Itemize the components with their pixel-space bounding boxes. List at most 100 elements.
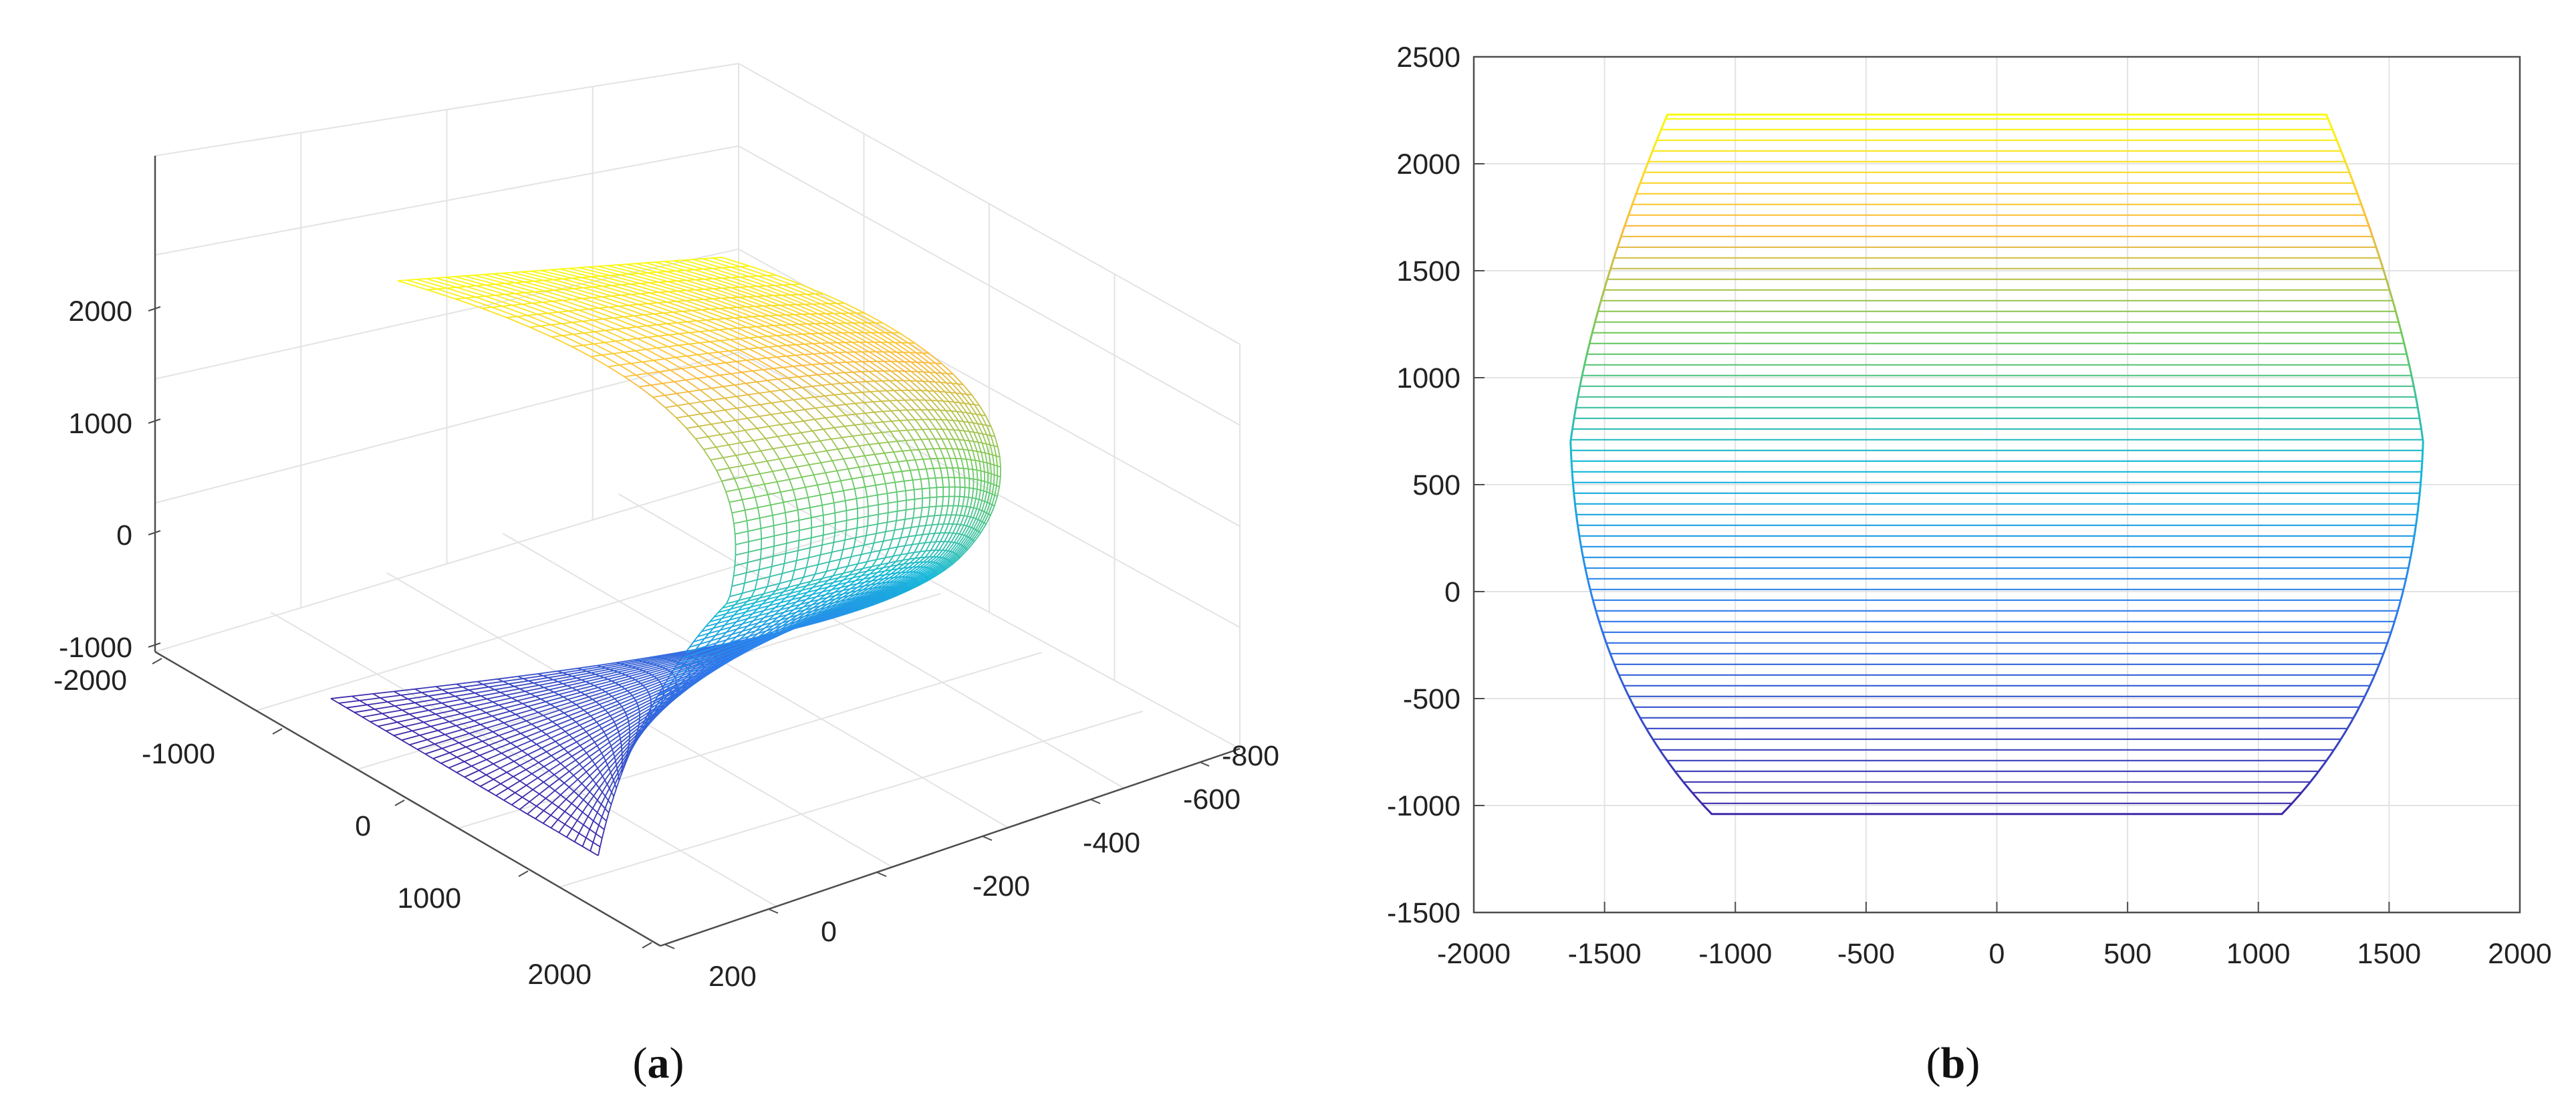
panel-a-mesh-segment: [903, 577, 913, 584]
panel-a-mesh-segment: [959, 549, 969, 558]
panel-a-mesh-segment: [596, 804, 602, 813]
panel-a-mesh-segment: [598, 682, 616, 689]
panel-a-mesh-segment: [800, 432, 809, 443]
panel-a-mesh-segment: [863, 598, 876, 604]
panel-a-mesh-segment: [626, 339, 647, 350]
panel-a-mesh-segment: [462, 723, 481, 731]
panel-a-mesh-segment: [688, 415, 700, 427]
panel-a-mesh-segment: [419, 729, 438, 736]
panel-a-mesh-segment: [703, 268, 732, 279]
panel-a-mesh-segment: [963, 506, 968, 516]
panel-a-mesh-segment: [573, 783, 583, 792]
panel-a-mesh-segment: [702, 658, 718, 665]
panel-a-mesh-segment: [893, 390, 906, 401]
panel-a-mesh-segment: [568, 779, 578, 788]
panel-a-mesh-segment: [970, 459, 974, 470]
panel-a-mesh-segment: [872, 592, 883, 598]
panel-a-mesh-segment: [511, 796, 523, 806]
panel-a-mesh-segment: [688, 641, 694, 648]
panel-a-mesh-segment: [948, 515, 952, 525]
panel-a-mesh-segment: [777, 378, 792, 390]
panel-a-mesh-segment: [455, 298, 483, 309]
panel-a-mesh-segment: [621, 294, 648, 305]
panel-a-mesh-segment: [783, 284, 807, 295]
panel-a-mesh-segment: [551, 324, 573, 335]
panel-a-mesh-segment: [650, 704, 661, 712]
panel-a-mesh-segment: [918, 556, 926, 563]
panel-a-mesh-segment: [936, 568, 945, 575]
panel-a-mesh-segment: [815, 323, 835, 334]
panel-a-mesh-segment: [647, 372, 663, 384]
panel-a-mesh-segment: [514, 682, 534, 687]
panel-a-mesh-segment: [799, 577, 805, 585]
panel-a-mesh-segment: [926, 562, 934, 568]
panel-a-mesh-segment: [747, 326, 768, 337]
panel-a-mesh-segment: [519, 801, 530, 810]
panel-a-mesh-segment: [567, 745, 581, 753]
panel-a-mesh-segment: [960, 515, 965, 525]
panel-a-mesh-segment: [497, 713, 516, 721]
panel-a-mesh-segment: [533, 679, 553, 684]
panel-a-mesh-segment: [928, 428, 936, 440]
panel-a-mesh-segment: [791, 283, 815, 295]
panel-a-mesh-segment: [773, 525, 775, 536]
panel-a-mesh-segment: [592, 320, 616, 330]
panel-a-mesh-segment: [614, 715, 627, 723]
panel-a-mesh-segment: [908, 527, 912, 537]
panel-a-mesh-segment: [688, 672, 702, 680]
panel-a-mesh-segment: [927, 390, 938, 402]
panel-a-mesh-segment: [421, 702, 442, 707]
panel-a-wall-gridline: [154, 248, 1241, 527]
panel-a-mesh-segment: [941, 439, 947, 449]
panel-a-mesh-segment: [461, 695, 481, 701]
panel-a-mesh-segment: [878, 574, 886, 580]
panel-a-mesh-segment: [977, 442, 982, 453]
panel-a-mesh-segment: [660, 697, 672, 705]
panel-a-mesh-segment: [888, 463, 894, 473]
panel-a-mesh-segment: [868, 591, 879, 598]
panel-a-mesh-segment: [719, 624, 726, 631]
panel-a-mesh-segment: [623, 316, 648, 327]
panel-a-mesh-segment: [736, 361, 753, 372]
panel-a-mesh-segment: [884, 573, 892, 580]
panel-a-mesh-segment: [635, 374, 652, 386]
panel-b-x-ticks: -2000 -1500 -1000 -500 0 500 1000 1500 2000: [1437, 938, 2552, 970]
panel-a-mesh-segment: [820, 462, 826, 473]
panel-a-mesh-segment: [836, 470, 842, 481]
panel-a-mesh-segment: [521, 271, 554, 281]
panel-a-mesh-segment: [914, 429, 922, 440]
panel-a-mesh-segment: [515, 282, 545, 292]
panel-a-mesh-segment: [938, 541, 945, 551]
panel-a-mesh-segment: [947, 533, 954, 542]
panel-a-mesh-segment: [884, 453, 890, 463]
panel-a-mesh-segment: [980, 523, 987, 533]
panel-a-mesh-segment: [841, 312, 862, 324]
panel-a-mesh-segment: [908, 390, 920, 401]
panel-a-mesh-segment: [698, 426, 709, 437]
panel-a-mesh-segment: [330, 695, 352, 699]
panel-a-mesh-segment: [920, 567, 929, 574]
panel-a-mesh-segment: [493, 725, 510, 733]
panel-a-mesh-segment: [551, 748, 565, 757]
panel-a-mesh-segment: [697, 654, 714, 660]
panel-a-mesh-segment: [678, 650, 696, 655]
panel-a-mesh-row: [709, 576, 919, 622]
panel-a-mesh-segment: [884, 569, 892, 576]
panel-a-mesh-segment: [668, 291, 695, 301]
panel-a-mesh-segment: [603, 318, 627, 329]
panel-a-mesh-segment: [920, 507, 923, 517]
panel-a-mesh-row: [735, 514, 987, 556]
panel-a-mesh-segment: [892, 547, 898, 557]
panel-a-mesh-segment: [985, 443, 990, 455]
panel-a-mesh-segment: [896, 380, 909, 391]
panel-a-mesh-segment: [452, 733, 470, 739]
panel-a-mesh-segment: [618, 679, 636, 686]
panel-a-mesh-segment: [798, 530, 800, 541]
panel-a-mesh-segment: [449, 746, 467, 753]
panel-a-mesh-segment: [658, 281, 687, 291]
panel-a-mesh-segment: [894, 572, 902, 578]
panel-b-y-tick-label: 1000: [1396, 362, 1460, 394]
panel-a-mesh-segment: [417, 743, 435, 750]
panel-a-mesh-segment: [576, 799, 584, 809]
panel-a-mesh-segment: [896, 491, 898, 502]
